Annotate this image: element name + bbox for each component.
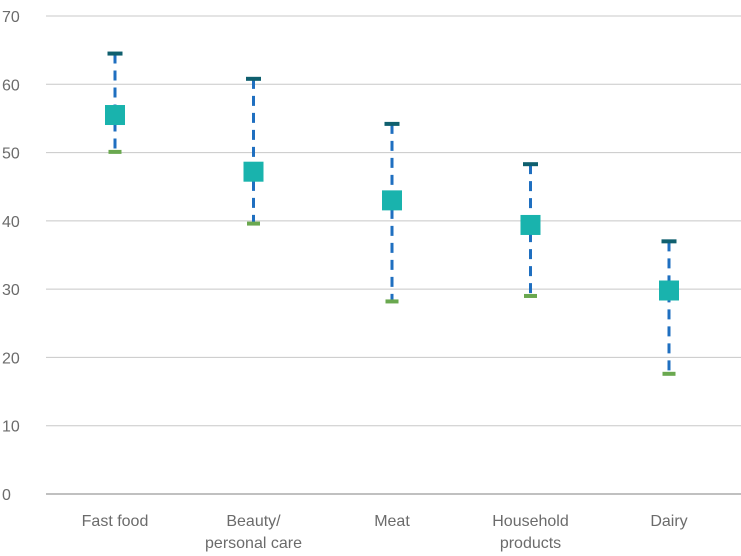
y-tick-label: 60 <box>2 77 20 94</box>
y-tick-label: 20 <box>2 350 20 367</box>
data-marks <box>105 51 679 376</box>
high-value-cap <box>246 76 261 81</box>
y-tick-label: 50 <box>2 146 20 163</box>
low-value-cap <box>524 293 537 298</box>
y-axis-tick-labels: 0 10 20 30 40 50 60 70 <box>2 9 20 504</box>
low-value-cap <box>662 371 676 376</box>
y-tick-label: 40 <box>2 214 20 231</box>
average-marker <box>382 190 402 211</box>
average-marker <box>243 161 264 182</box>
y-tick-label: 30 <box>2 282 20 299</box>
high-value-cap <box>661 239 677 244</box>
category-label-line: personal care <box>205 535 302 552</box>
low-value-cap <box>108 149 122 154</box>
y-tick-label: 0 <box>2 487 11 504</box>
y-tick-label: 70 <box>2 9 20 26</box>
average-marker <box>520 214 541 235</box>
x-category-label: Meat <box>374 513 410 530</box>
y-tick-label: 10 <box>2 419 20 436</box>
category-label-line: Meat <box>374 513 410 530</box>
category-label-line: Dairy <box>650 513 687 530</box>
high-value-cap <box>107 51 123 56</box>
x-axis-category-labels: Fast food Beauty/personal care Meat Househo… <box>82 513 688 552</box>
average-marker <box>105 105 125 126</box>
x-category-label: Beauty/personal care <box>205 513 302 552</box>
low-value-cap <box>385 299 399 304</box>
category-label-line: Fast food <box>82 513 149 530</box>
gridlines <box>46 15 741 495</box>
high-value-cap <box>384 121 400 126</box>
x-category-label: Dairy <box>650 513 687 530</box>
low-value-cap <box>247 221 260 226</box>
x-category-label: Fast food <box>82 513 149 530</box>
category-label-line: products <box>500 535 561 552</box>
category-label-line: Beauty/ <box>226 513 281 530</box>
category-label-line: Household <box>492 513 569 530</box>
x-category-label: Household products <box>492 513 569 552</box>
average-marker <box>659 280 679 301</box>
high-value-cap <box>523 162 538 167</box>
